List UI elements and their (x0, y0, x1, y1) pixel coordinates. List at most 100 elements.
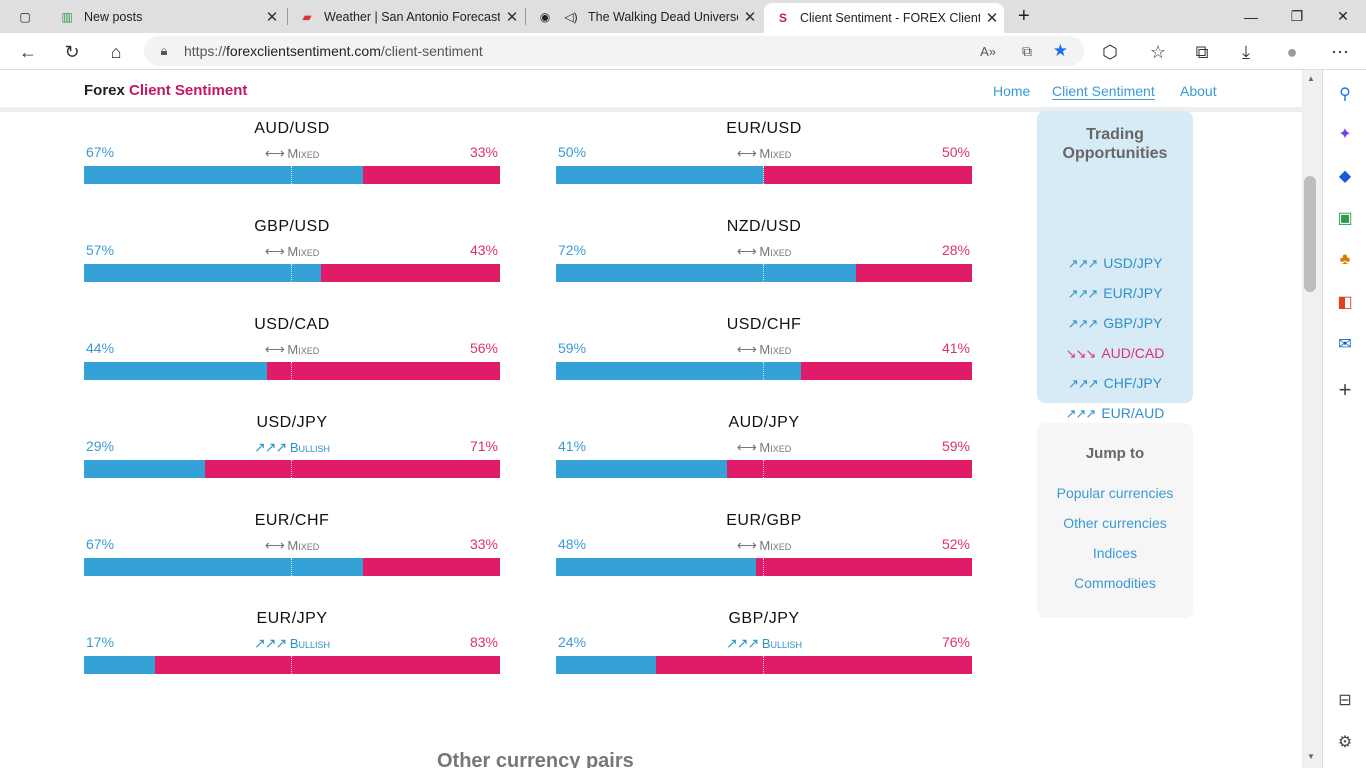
pair-card[interactable]: EUR/USD 50% 50% ⟷ Mixed (556, 120, 972, 184)
nav-home[interactable]: Home (993, 83, 1031, 99)
tab-client-sentiment[interactable]: S Client Sentiment - FOREX Client ✕ (764, 3, 1004, 33)
pair-name: USD/CAD (254, 316, 330, 333)
refresh-button[interactable]: ↻ (64, 41, 80, 62)
gear-icon[interactable]: ⚙ (1337, 734, 1353, 751)
shopping-tag-icon[interactable]: ◆ (1338, 168, 1352, 185)
scroll-up-icon[interactable]: ▲ (1307, 74, 1315, 83)
add-icon[interactable]: + (1338, 377, 1352, 402)
pair-card[interactable]: EUR/GBP 48% 52% ⟷ Mixed (556, 512, 972, 576)
jump-other-currencies[interactable]: Other currencies (1063, 515, 1167, 531)
opportunity-eur-jpy[interactable]: ↗↗↗ EUR/JPY (1037, 285, 1193, 302)
pair-card[interactable]: USD/CHF 59% 41% ⟷ Mixed (556, 316, 972, 380)
tab-new-posts[interactable]: ▥ New posts ✕ (48, 0, 284, 33)
sentiment-label: ⟷ Mixed (556, 439, 972, 456)
tab-walking-dead[interactable]: ◉ ◁) The Walking Dead Universe ✕ (526, 0, 762, 33)
sentiment-label: ↗↗↗ Bullish (84, 635, 500, 652)
opportunity-gbp-jpy[interactable]: ↗↗↗ GBP/JPY (1037, 315, 1193, 332)
office-icon[interactable]: ◧ (1337, 294, 1353, 311)
speaker-icon[interactable]: ◁) (564, 9, 578, 24)
mixed-arrows-icon: ⟷ (264, 537, 285, 553)
opportunities-title: Trading Opportunities (1062, 126, 1168, 162)
long-bar (556, 166, 764, 184)
new-tab-button[interactable]: + (1018, 5, 1030, 27)
opportunity-pair: AUD/CAD (1101, 345, 1165, 361)
bearish-arrows-icon: ↘↘↘ (1065, 346, 1097, 361)
sentiment-label: ↗↗↗ Bullish (556, 635, 972, 652)
url-input[interactable]: 🔒︎ https://forexclientsentiment.com/clie… (144, 36, 1084, 66)
profile-avatar[interactable]: ● (1286, 41, 1298, 62)
pair-card[interactable]: GBP/JPY 24% 76% ↗↗↗ Bullish (556, 610, 972, 674)
bullish-arrows-icon: ↗↗↗ (1067, 376, 1099, 391)
tab-actions-button[interactable]: ▢ (6, 0, 42, 33)
jump-commodities[interactable]: Commodities (1074, 575, 1156, 591)
opportunity-eur-aud[interactable]: ↗↗↗ EUR/AUD (1037, 405, 1193, 422)
tab-weather[interactable]: ▰ Weather | San Antonio Forecast, ✕ (288, 0, 524, 33)
opportunity-aud-cad[interactable]: ↘↘↘ AUD/CAD (1037, 345, 1193, 362)
close-icon[interactable]: ✕ (265, 8, 279, 26)
tools-icon[interactable]: ▣ (1337, 210, 1353, 227)
close-icon[interactable]: ✕ (985, 10, 999, 27)
sentiment-bar (556, 166, 972, 184)
long-percent: 72% (558, 242, 587, 258)
pair-card[interactable]: AUD/USD 67% 33% ⟷ Mixed (84, 120, 500, 184)
opportunity-chf-jpy[interactable]: ↗↗↗ CHF/JPY (1037, 375, 1193, 392)
home-button[interactable]: ⌂ (110, 41, 122, 62)
site-logo[interactable]: Forex Client Sentiment (84, 82, 248, 99)
pair-name: EUR/JPY (256, 610, 328, 627)
nav-client-sentiment[interactable]: Client Sentiment (1052, 83, 1155, 100)
opportunity-usd-jpy[interactable]: ↗↗↗ USD/JPY (1037, 255, 1193, 272)
scrollbar-thumb[interactable] (1304, 176, 1316, 292)
nav-about[interactable]: About (1180, 83, 1217, 99)
scroll-down-icon[interactable]: ▼ (1307, 752, 1315, 761)
sentiment-bar (84, 264, 500, 282)
mixed-arrows-icon: ⟷ (736, 145, 757, 161)
sentiment-bar (556, 460, 972, 478)
favorites-icon[interactable]: ☆ (1149, 41, 1167, 62)
pair-card[interactable]: AUD/JPY 41% 59% ⟷ Mixed (556, 414, 972, 478)
close-window-button[interactable]: ✕ (1337, 8, 1349, 24)
outlook-icon[interactable]: ✉ (1338, 336, 1352, 353)
minimize-button[interactable]: — (1244, 8, 1258, 25)
jump-indices[interactable]: Indices (1092, 545, 1138, 561)
pair-card[interactable]: USD/CAD 44% 56% ⟷ Mixed (84, 316, 500, 380)
bullish-arrows-icon: ↗↗↗ (1067, 316, 1099, 331)
pair-name: GBP/JPY (728, 610, 800, 627)
games-icon[interactable]: ♣ (1339, 251, 1351, 268)
collections-icon[interactable]: ⧉ (1195, 41, 1209, 62)
close-icon[interactable]: ✕ (743, 8, 757, 26)
pair-name: NZD/USD (726, 218, 802, 235)
restore-button[interactable]: ❐ (1290, 8, 1304, 24)
extensions-icon[interactable]: ⬡ (1102, 41, 1118, 62)
scrollbar[interactable]: ▲ ▼ (1302, 70, 1322, 768)
pair-card[interactable]: EUR/CHF 67% 33% ⟷ Mixed (84, 512, 500, 576)
address-bar: ← ↻ ⌂ 🔒︎ https://forexclientsentiment.co… (0, 33, 1366, 70)
sentiment-label: ⟷ Mixed (556, 243, 972, 260)
hide-sidebar-icon[interactable]: ⊟ (1338, 692, 1352, 709)
app-available-icon[interactable]: ⧉ (1022, 42, 1032, 59)
short-percent: 59% (941, 438, 970, 454)
sentiment-label: ⟷ Mixed (556, 537, 972, 554)
read-aloud-icon[interactable]: A» (980, 43, 996, 59)
midpoint-line (763, 362, 764, 380)
sentiment-text: Bullish (761, 636, 802, 651)
pair-card[interactable]: USD/JPY 29% 71% ↗↗↗ Bullish (84, 414, 500, 478)
settings-more-icon[interactable]: ⋯ (1331, 41, 1349, 62)
close-icon[interactable]: ✕ (505, 8, 519, 26)
long-bar (84, 264, 322, 282)
long-bar (556, 656, 656, 674)
copilot-icon[interactable]: ✦ (1338, 126, 1352, 143)
back-button[interactable]: ← (19, 41, 37, 62)
pair-card[interactable]: EUR/JPY 17% 83% ↗↗↗ Bullish (84, 610, 500, 674)
lock-icon[interactable]: 🔒︎ (160, 43, 168, 58)
pair-card[interactable]: GBP/USD 57% 43% ⟷ Mixed (84, 218, 500, 282)
jump-popular-currencies[interactable]: Popular currencies (1056, 485, 1174, 501)
opportunity-pair: EUR/AUD (1101, 405, 1165, 421)
search-icon[interactable]: ⚲ (1339, 86, 1351, 103)
downloads-icon[interactable]: ⤓ (1242, 41, 1250, 62)
sentiment-text: Mixed (759, 440, 792, 455)
pair-card[interactable]: NZD/USD 72% 28% ⟷ Mixed (556, 218, 972, 282)
long-bar (84, 460, 205, 478)
midpoint-line (291, 460, 292, 478)
favorite-star-icon[interactable]: ★ (1052, 41, 1068, 60)
